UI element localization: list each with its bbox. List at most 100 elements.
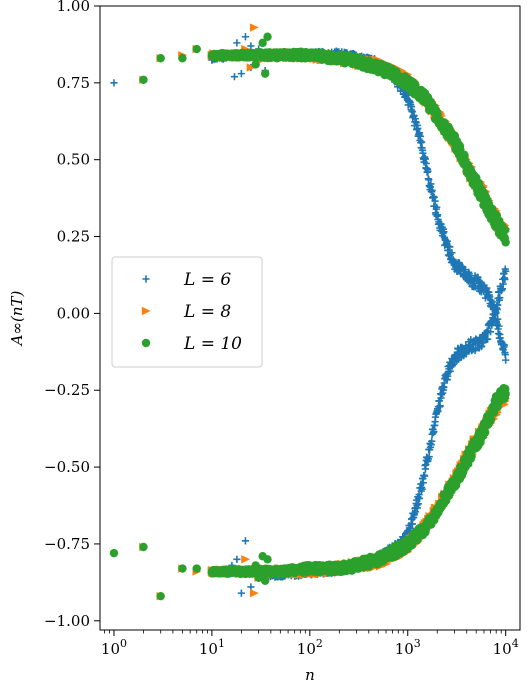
- y-axis-label-text: A∞(nT): [8, 291, 26, 348]
- legend-marker: [142, 275, 150, 283]
- data-point: [420, 472, 429, 480]
- data-point: [448, 249, 456, 257]
- y-tick-label: 0.00: [57, 304, 90, 322]
- y-tick-label: −0.75: [44, 535, 90, 553]
- data-point: [418, 138, 426, 146]
- legend-item: L = 10: [141, 334, 242, 354]
- x-tick-label: 102: [297, 637, 323, 658]
- data-point: [419, 479, 427, 487]
- data-point: [415, 494, 424, 503]
- data-point: [430, 428, 438, 436]
- data-point-outlier: [241, 33, 250, 41]
- y-axis-label: A∞(nT): [8, 291, 26, 348]
- data-point: [418, 485, 426, 493]
- data-point-outlier: [254, 573, 263, 582]
- data-point: [450, 257, 459, 265]
- data-layer: [109, 23, 511, 601]
- data-point: [416, 132, 424, 140]
- data-point: [178, 54, 187, 63]
- data-point: [156, 591, 165, 601]
- x-tick-exponent: 3: [414, 637, 421, 650]
- legend-item: L = 6: [142, 270, 231, 290]
- data-point: [425, 453, 433, 461]
- y-tick-label: 1.00: [57, 0, 90, 15]
- data-point: [502, 267, 510, 275]
- data-point: [110, 79, 118, 87]
- data-point: [498, 285, 506, 293]
- data-point: [486, 293, 494, 301]
- x-tick-exponent: 1: [218, 637, 225, 650]
- x-tick-label: 103: [395, 637, 421, 658]
- data-point: [109, 548, 119, 558]
- data-point: [192, 564, 201, 573]
- data-point: [501, 389, 510, 399]
- data-point: [427, 180, 435, 188]
- series-l=10: [109, 32, 510, 601]
- x-tick-base: 10: [493, 640, 512, 658]
- data-point: [430, 193, 438, 201]
- data-point: [436, 402, 444, 410]
- data-point-outlier: [263, 32, 272, 41]
- data-point: [429, 192, 437, 201]
- data-point: [139, 542, 148, 552]
- data-point-outlier: [249, 23, 259, 32]
- data-point: [428, 186, 436, 194]
- data-point-outlier: [233, 39, 241, 47]
- data-point-outlier: [258, 38, 267, 48]
- data-point-outlier: [233, 555, 241, 563]
- y-tick-label: 0.25: [57, 228, 90, 246]
- data-point: [499, 280, 507, 288]
- y-tick-label: −0.25: [44, 381, 90, 399]
- x-axis-label: n: [305, 666, 315, 684]
- x-tick-label: 104: [493, 637, 519, 658]
- data-point: [415, 129, 424, 137]
- data-point-outlier: [249, 588, 259, 598]
- data-point: [486, 328, 495, 336]
- x-tick-base: 10: [297, 640, 316, 658]
- y-tick-label: −1.00: [44, 612, 90, 630]
- x-tick-base: 10: [395, 640, 414, 658]
- legend-label: L = 10: [183, 334, 242, 354]
- data-point: [484, 335, 492, 343]
- data-point: [413, 504, 422, 512]
- data-point-outlier: [260, 69, 270, 78]
- data-point: [495, 322, 503, 330]
- data-point-outlier: [241, 537, 250, 545]
- data-point-outlier: [260, 576, 270, 586]
- data-point: [500, 341, 509, 349]
- x-tick-exponent: 4: [512, 637, 519, 650]
- data-point: [421, 155, 430, 163]
- x-tick-base: 10: [101, 640, 120, 658]
- data-point-outlier: [263, 555, 272, 564]
- legend-box: [111, 256, 263, 368]
- legend-marker: [141, 338, 151, 348]
- data-point: [494, 301, 502, 309]
- data-point: [486, 415, 496, 425]
- x-tick-exponent: 0: [120, 637, 127, 650]
- data-point: [192, 44, 201, 54]
- data-point: [443, 237, 451, 245]
- data-point: [502, 356, 510, 364]
- data-point: [139, 75, 148, 84]
- legend-marker: [141, 306, 151, 316]
- legend-label: L = 6: [183, 270, 231, 290]
- data-point: [424, 167, 432, 175]
- data-point: [494, 329, 503, 338]
- x-tick-base: 10: [199, 640, 218, 658]
- data-point: [490, 316, 498, 324]
- y-tick-label: −0.50: [44, 458, 90, 476]
- data-point: [496, 294, 504, 302]
- data-point-outlier: [230, 73, 239, 81]
- x-tick-label: 100: [101, 637, 127, 658]
- data-point-outlier: [246, 63, 256, 72]
- legend: L = 6 L = 8 L = 10: [111, 256, 263, 368]
- data-point-outlier: [247, 42, 255, 50]
- data-point: [446, 243, 454, 251]
- legend-item: L = 8: [141, 302, 231, 322]
- axis-ticks: 100 101 102 103 1041.000.750.500.250.00−0.25…: [44, 0, 519, 658]
- data-point: [444, 372, 452, 380]
- legend-label: L = 8: [183, 302, 231, 322]
- data-point: [408, 520, 416, 528]
- y-tick-label: 0.75: [57, 74, 90, 92]
